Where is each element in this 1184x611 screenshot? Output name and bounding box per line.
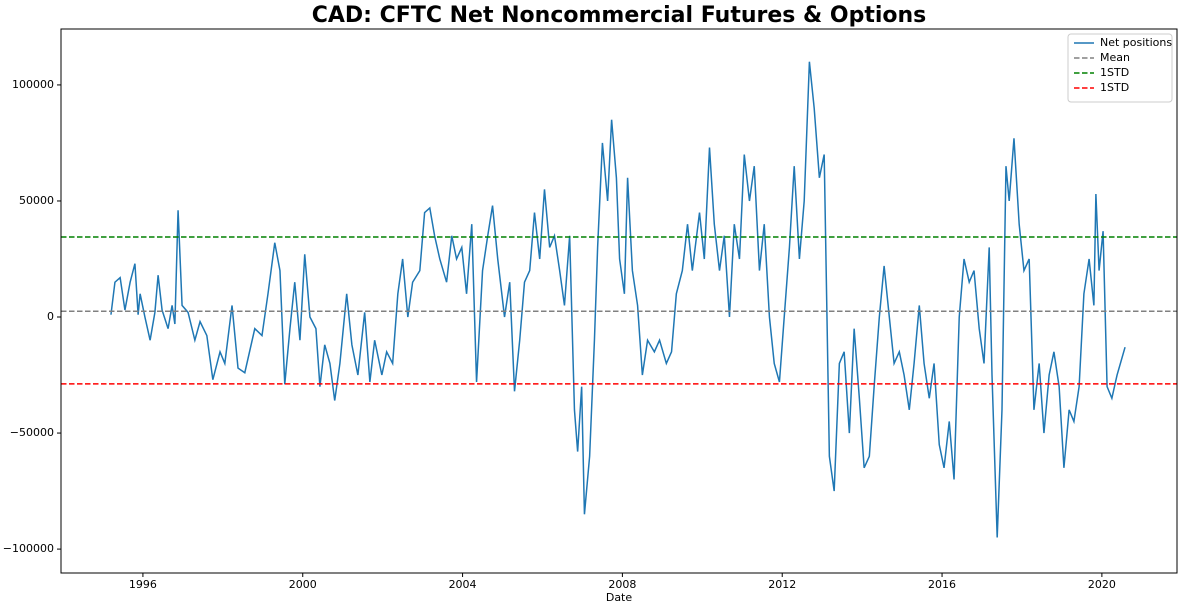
legend-label: 1STD xyxy=(1100,66,1129,79)
y-tick-label: 0 xyxy=(47,310,54,323)
plot-frame xyxy=(60,28,1178,574)
chart-title: CAD: CFTC Net Noncommercial Futures & Op… xyxy=(312,3,927,28)
x-tick-label: 2008 xyxy=(608,578,636,591)
legend-label: 1STD xyxy=(1100,81,1129,94)
x-tick-label: 1996 xyxy=(129,578,157,591)
x-tick-label: 2004 xyxy=(449,578,477,591)
x-axis-label: Date xyxy=(606,591,633,604)
y-tick-label: 50000 xyxy=(19,194,54,207)
legend-label: Net positions xyxy=(1100,36,1172,49)
x-tick-label: 2016 xyxy=(928,578,956,591)
x-tick-label: 2000 xyxy=(289,578,317,591)
y-tick-label: 100000 xyxy=(12,78,54,91)
y-tick-label: −50000 xyxy=(10,426,54,439)
legend-box xyxy=(1067,33,1173,103)
legend-label: Mean xyxy=(1100,51,1130,64)
x-tick-label: 2012 xyxy=(768,578,796,591)
y-tick-label: −100000 xyxy=(3,542,54,555)
line-series xyxy=(110,61,1126,538)
x-tick-label: 2020 xyxy=(1088,578,1116,591)
